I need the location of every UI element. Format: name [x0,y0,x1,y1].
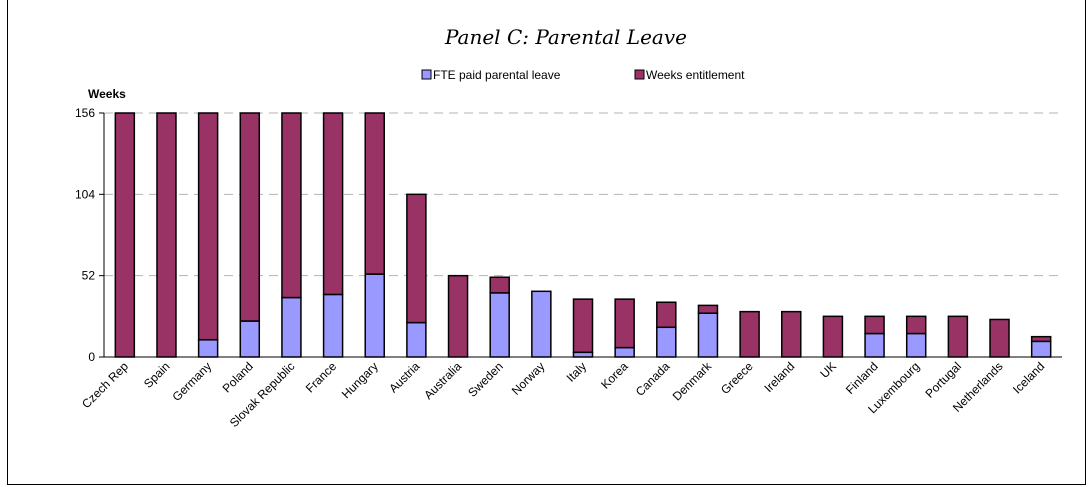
bars [114,112,1052,358]
x-category-label: Canada [633,359,673,399]
x-category-label: France [303,359,340,396]
x-category-label: Austria [386,359,423,396]
bar-weeks-entitlement [322,112,344,296]
bar-fte-paid-leave [281,296,302,358]
x-category-label: Finland [843,359,881,397]
axes [103,113,1062,358]
bar-weeks-entitlement [697,304,719,314]
y-tick-label: 52 [82,269,96,283]
x-category-label: Spain [141,359,173,391]
bar-fte-paid-leave [364,273,385,358]
legend-swatch-fte [421,69,432,80]
x-category-label: UK [817,359,839,381]
x-category-label: Norway [509,359,548,398]
bar-fte-paid-leave [614,346,635,358]
x-category-label: Iceland [1010,359,1047,396]
chart-title: Panel C: Parental Leave [444,25,687,49]
bar-weeks-entitlement [281,112,302,299]
x-category-label: Korea [598,359,631,392]
bar-fte-paid-leave [656,326,677,358]
gridlines [104,112,1062,277]
bar-fte-paid-leave [905,332,927,358]
bar-weeks-entitlement [572,298,594,354]
legend-label-entitlement: Weeks entitlement [646,68,745,82]
x-category-label: Germany [169,359,214,404]
x-category-label: Portugal [922,359,964,401]
x-category-label: Poland [220,359,256,395]
x-category-label: Hungary [339,359,381,401]
bar-fte-paid-leave [322,293,344,358]
bar-weeks-entitlement [1030,335,1052,343]
legend-swatch-entitlement [634,69,645,80]
bar-fte-paid-leave [406,321,427,358]
bar-fte-paid-leave [531,290,552,358]
bar-fte-paid-leave [1030,340,1052,358]
x-category-label: Greece [718,359,756,397]
y-axis-title: Weeks [88,87,126,101]
bar-weeks-entitlement [239,112,261,322]
y-tick-label: 156 [75,106,95,120]
bar-weeks-entitlement [156,112,177,358]
bar-weeks-entitlement [489,276,510,294]
bar-weeks-entitlement [447,274,469,358]
y-axis-ticks: 0 52 104 156 [75,106,104,364]
bar-weeks-entitlement [864,315,885,335]
bar-weeks-entitlement [905,315,927,335]
chart-frame [7,0,1086,485]
x-category-label: Italy [564,359,589,384]
x-category-label: Ireland [762,359,798,395]
x-category-label: Denmark [670,359,715,404]
bar-weeks-entitlement [739,310,760,358]
bar-weeks-entitlement [656,301,677,329]
y-tick-label: 0 [88,350,95,364]
x-category-label: Sweden [465,359,506,400]
bar-weeks-entitlement [822,315,844,358]
bar-weeks-entitlement [406,193,427,324]
bar-fte-paid-leave [489,292,510,358]
bar-fte-paid-leave [864,332,885,358]
bar-fte-paid-leave [697,312,719,358]
bar-weeks-entitlement [781,310,802,358]
bar-fte-paid-leave [239,320,261,358]
bar-fte-paid-leave [197,339,219,358]
x-category-label: Australia [421,359,464,402]
bar-weeks-entitlement [114,112,136,358]
legend: FTE paid parental leave Weeks entitlemen… [421,68,745,82]
bar-weeks-entitlement [947,315,969,358]
bar-weeks-entitlement [614,298,635,349]
bar-weeks-entitlement [197,112,219,341]
x-category-label: Czech Rep [79,359,131,411]
y-tick-label: 104 [75,187,95,201]
bar-weeks-entitlement [364,112,385,275]
bar-weeks-entitlement [989,318,1010,358]
legend-label-fte: FTE paid parental leave [433,68,561,82]
